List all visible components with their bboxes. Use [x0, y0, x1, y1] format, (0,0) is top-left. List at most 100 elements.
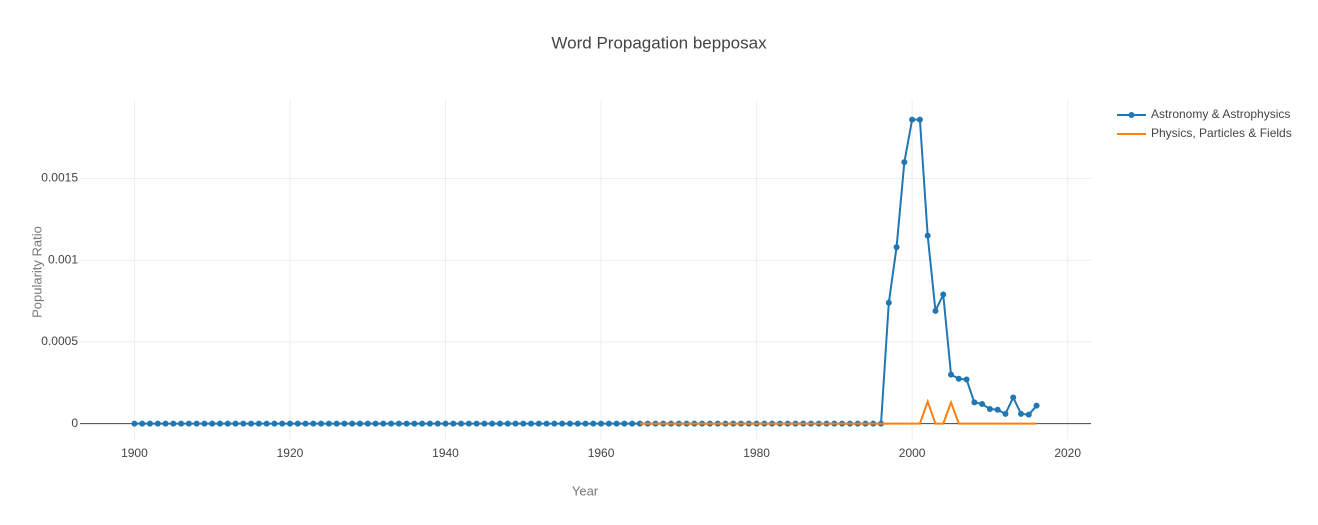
point [232, 420, 239, 427]
point [170, 420, 177, 427]
point [986, 405, 993, 412]
point [341, 420, 348, 427]
point [1018, 410, 1025, 417]
point [372, 420, 379, 427]
point [248, 420, 255, 427]
y-axis-title: Popularity Ratio [29, 226, 44, 318]
point [621, 420, 628, 427]
point [356, 420, 363, 427]
point [566, 420, 573, 427]
point [286, 420, 293, 427]
x-tick-label: 1920 [277, 446, 304, 460]
point [146, 420, 153, 427]
point [209, 420, 216, 427]
point [1002, 410, 1009, 417]
point [271, 420, 278, 427]
point [948, 371, 955, 378]
point [458, 420, 465, 427]
point [154, 420, 161, 427]
point [901, 159, 908, 166]
y-tick-label: 0.001 [48, 252, 78, 266]
point [1033, 402, 1040, 409]
point [349, 420, 356, 427]
point [598, 420, 605, 427]
point [582, 420, 589, 427]
point [185, 420, 192, 427]
point [1025, 411, 1032, 418]
point [224, 420, 231, 427]
point [411, 420, 418, 427]
y-tick-label: 0.0015 [41, 171, 78, 185]
point [442, 420, 449, 427]
legend-marker [1128, 112, 1135, 118]
point [504, 420, 511, 427]
legend-label: Astronomy & Astrophysics [1151, 107, 1290, 121]
point [193, 420, 200, 427]
point [885, 299, 892, 306]
point [955, 375, 962, 382]
y-tick-label: 0 [71, 416, 78, 430]
point [559, 420, 566, 427]
point [574, 420, 581, 427]
point [255, 420, 262, 427]
point [916, 116, 923, 123]
point [520, 420, 527, 427]
point [178, 420, 185, 427]
point [489, 420, 496, 427]
point [216, 420, 223, 427]
point [139, 420, 146, 427]
point [543, 420, 550, 427]
x-axis-title: Year [572, 483, 599, 498]
point [294, 420, 301, 427]
point [419, 420, 426, 427]
point [310, 420, 317, 427]
point [465, 420, 472, 427]
point [240, 420, 247, 427]
series-line [639, 398, 1037, 425]
point [512, 420, 519, 427]
point [909, 116, 916, 123]
point [279, 420, 286, 427]
point [629, 420, 636, 427]
point [318, 420, 325, 427]
point [333, 420, 340, 427]
x-tick-label: 2000 [899, 446, 926, 460]
point [605, 420, 612, 427]
point [551, 420, 558, 427]
point [364, 420, 371, 427]
point [971, 399, 978, 406]
point [1010, 394, 1017, 401]
point [940, 291, 947, 298]
point [263, 420, 270, 427]
point [131, 420, 138, 427]
point [434, 420, 441, 427]
point [979, 401, 986, 408]
point [481, 420, 488, 427]
legend-label: Physics, Particles & Fields [1151, 126, 1292, 140]
x-tick-label: 1980 [743, 446, 770, 460]
chart-title: Word Propagation bepposax [551, 33, 767, 52]
point [201, 420, 208, 427]
point [924, 232, 931, 239]
point [932, 307, 939, 314]
point [426, 420, 433, 427]
point [528, 420, 535, 427]
point [590, 420, 597, 427]
series-line [134, 118, 1038, 425]
point [893, 244, 900, 251]
point [613, 420, 620, 427]
point [450, 420, 457, 427]
point [302, 420, 309, 427]
point [395, 420, 402, 427]
y-tick-label: 0.0005 [41, 334, 78, 348]
point [162, 420, 169, 427]
point [403, 420, 410, 427]
point [963, 376, 970, 383]
x-tick-label: 1900 [121, 446, 148, 460]
x-tick-label: 1960 [588, 446, 615, 460]
point [380, 420, 387, 427]
x-tick-label: 1940 [432, 446, 459, 460]
point [473, 420, 480, 427]
x-tick-label: 2020 [1054, 446, 1081, 460]
